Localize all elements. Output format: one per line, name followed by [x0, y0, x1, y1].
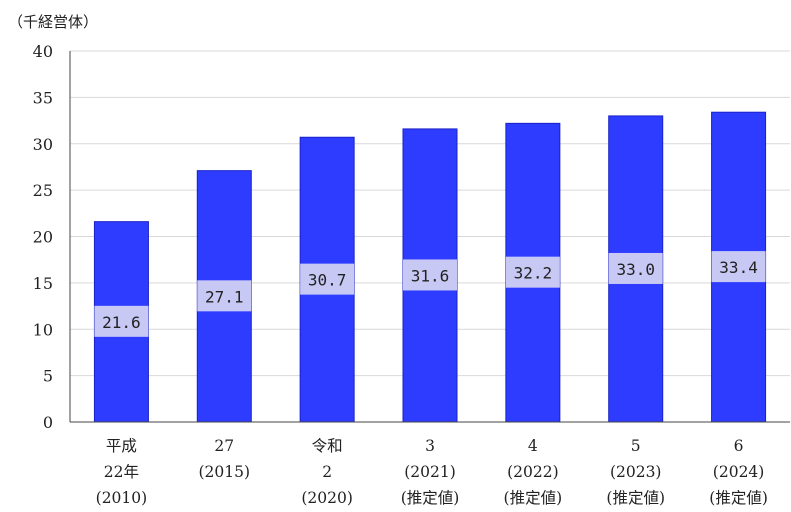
- y-tick-label: 20: [33, 228, 53, 247]
- y-tick-label: 25: [33, 181, 53, 200]
- data-labels: 21.6 27.1 30.7 31.6 32.2 33.0 33.4: [94, 251, 766, 337]
- y-tick-label: 10: [33, 320, 53, 339]
- x-category-label: (2021): [404, 463, 456, 481]
- x-category-label: (推定値): [709, 489, 768, 507]
- data-label-box: [197, 280, 252, 312]
- x-category-label: (推定値): [504, 489, 563, 507]
- axes: [69, 51, 790, 423]
- y-tick-label: 35: [33, 88, 53, 107]
- data-label-box: [711, 251, 766, 283]
- data-label-box: [505, 256, 560, 288]
- x-category-label: (2020): [301, 489, 353, 507]
- y-axis-ticks: 0 5 10 15 20 25 30 35 40: [33, 42, 53, 432]
- data-label-box: [608, 252, 663, 284]
- x-category-label: 4: [528, 437, 538, 455]
- data-label: 32.2: [514, 264, 553, 283]
- data-label: 21.6: [102, 313, 141, 332]
- data-label: 33.4: [719, 258, 758, 277]
- y-tick-label: 15: [33, 274, 53, 293]
- x-category-label: 6: [734, 437, 744, 455]
- x-category-label: (推定値): [606, 489, 665, 507]
- x-category-label: 令和: [312, 437, 343, 455]
- x-category-label: 2: [322, 463, 332, 481]
- x-category-label: 27: [214, 437, 234, 455]
- y-tick-label: 5: [43, 367, 53, 386]
- data-label-box: [94, 305, 149, 337]
- data-label: 33.0: [616, 260, 655, 279]
- data-label: 27.1: [205, 287, 244, 306]
- y-axis-unit-label: （千経営体）: [8, 13, 98, 31]
- y-tick-label: 0: [43, 413, 53, 432]
- x-category-label: 22年: [104, 463, 139, 481]
- y-tick-label: 40: [33, 42, 53, 61]
- x-category-label: 平成: [106, 437, 137, 455]
- x-category-label: (推定値): [401, 489, 460, 507]
- x-category-label: (2010): [96, 489, 148, 507]
- x-axis-categories: 平成 22年 (2010) 27 (2015) 令和 2 (2020) 3 (2021) (推定値)…: [96, 437, 768, 507]
- x-category-label: 5: [631, 437, 641, 455]
- x-category-label: 3: [425, 437, 435, 455]
- data-label: 31.6: [411, 266, 450, 285]
- x-category-label: (2024): [713, 463, 765, 481]
- data-label-box: [300, 263, 355, 295]
- y-tick-label: 30: [33, 135, 53, 154]
- x-category-label: (2023): [610, 463, 662, 481]
- x-category-label: (2022): [507, 463, 559, 481]
- data-label: 30.7: [308, 271, 347, 290]
- x-category-label: (2015): [199, 463, 251, 481]
- data-label-box: [403, 259, 457, 291]
